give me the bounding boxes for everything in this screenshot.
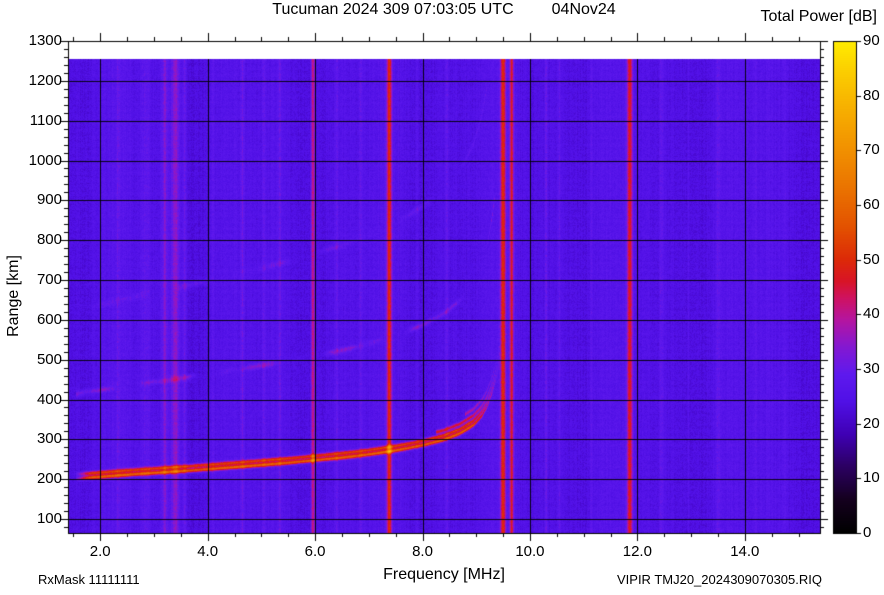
- colorbar-tick-label: 10: [863, 469, 880, 487]
- y-tick-label: 1200: [28, 71, 62, 89]
- chart-title-station-time: Tucuman 2024 309 07:03:05 UTC: [272, 1, 514, 18]
- colorbar-tick-label: 80: [863, 86, 880, 104]
- x-axis-label: Frequency [MHz]: [383, 566, 505, 583]
- x-tick-label: 4.0: [197, 543, 219, 560]
- y-tick-label: 600: [36, 310, 62, 328]
- x-tick-label: 2.0: [89, 543, 111, 560]
- y-tick-label: 100: [36, 510, 62, 527]
- x-tick-label: 8.0: [412, 543, 433, 560]
- y-tick-label: 700: [36, 271, 62, 288]
- chart-title: Tucuman 2024 309 07:03:05 UTC 04Nov24: [68, 1, 820, 19]
- y-tick-label: 400: [36, 390, 62, 408]
- colorbar-tick-label: 60: [863, 196, 880, 213]
- x-tick-label: 14.0: [730, 543, 760, 560]
- colorbar-tick-label: 70: [863, 141, 880, 159]
- colorbar-tick-label: 50: [863, 250, 880, 268]
- y-tick-label: 200: [36, 470, 62, 488]
- x-tick-label: 10.0: [515, 543, 545, 560]
- colorbar-tick-label: 30: [863, 360, 880, 377]
- y-tick-label: 1000: [28, 151, 62, 169]
- y-tick-label: 1100: [29, 111, 62, 129]
- colorbar-title: Total Power [dB]: [760, 8, 878, 25]
- x-tick-label: 6.0: [304, 543, 326, 560]
- chart-title-date: 04Nov24: [551, 1, 616, 18]
- y-tick-label: 1300: [28, 32, 62, 49]
- y-tick-label: 900: [36, 191, 62, 209]
- y-tick-label: 500: [36, 350, 62, 368]
- footer-filename: VIPIR TMJ20_2024309070305.RIQ: [616, 572, 822, 587]
- colorbar-tick-label: 90: [863, 32, 880, 49]
- x-tick-label: 12.0: [622, 543, 652, 560]
- footer-rxmask: RxMask 11111111: [38, 572, 140, 587]
- colorbar-tick-label: 20: [863, 414, 880, 432]
- y-tick-label: 300: [36, 430, 62, 448]
- colorbar-tick-label: 40: [863, 305, 880, 323]
- y-tick-label: 800: [36, 231, 62, 249]
- colorbar-tick-label: 0: [863, 524, 872, 541]
